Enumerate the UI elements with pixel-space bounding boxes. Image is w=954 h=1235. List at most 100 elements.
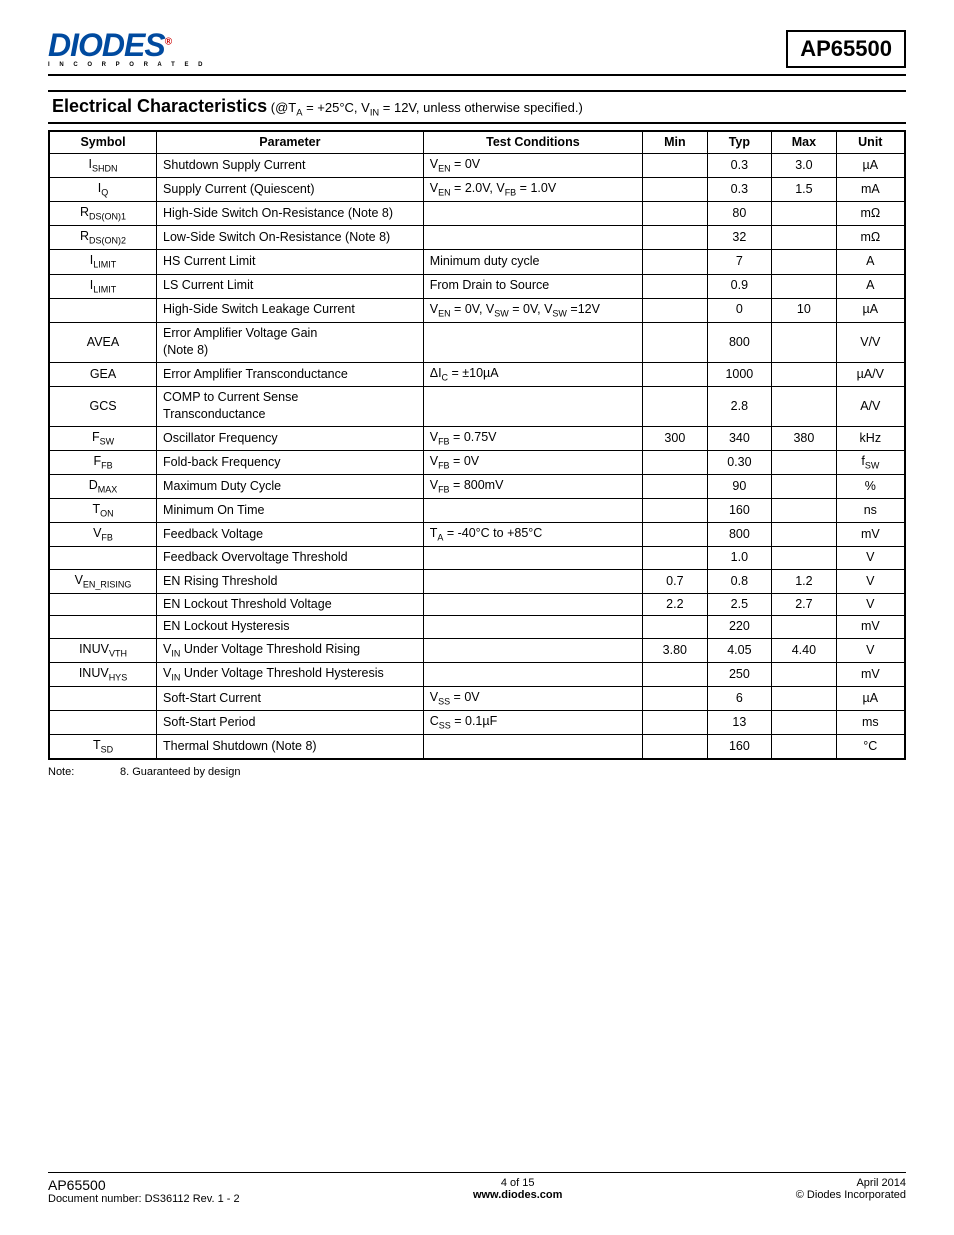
cell-min — [643, 178, 708, 202]
cell-max — [772, 663, 837, 687]
table-row: RDS(ON)2Low-Side Switch On-Resistance (N… — [49, 226, 905, 250]
th-symbol: Symbol — [49, 131, 157, 154]
table-row: Soft-Start CurrentVSS = 0V6µA — [49, 687, 905, 711]
cell-min — [643, 386, 708, 426]
cell-typ: 1.0 — [707, 547, 772, 570]
cell-test: TA = -40°C to +85°C — [423, 523, 642, 547]
table-row: INUVHYSVIN Under Voltage Threshold Hyste… — [49, 663, 905, 687]
cell-min — [643, 711, 708, 735]
cell-typ: 0.3 — [707, 154, 772, 178]
cell-symbol: DMAX — [49, 475, 157, 499]
cell-parameter: Low-Side Switch On-Resistance (Note 8) — [157, 226, 424, 250]
cell-unit: mV — [836, 523, 905, 547]
th-min: Min — [643, 131, 708, 154]
cell-min — [643, 735, 708, 760]
spec-table: Symbol Parameter Test Conditions Min Typ… — [48, 130, 906, 761]
footer-page: 4 of 15 — [240, 1177, 796, 1189]
cell-symbol: GEA — [49, 362, 157, 386]
cell-unit: mA — [836, 178, 905, 202]
table-row: Soft-Start PeriodCSS = 0.1µF13ms — [49, 711, 905, 735]
cell-min: 3.80 — [643, 638, 708, 662]
th-max: Max — [772, 131, 837, 154]
cell-typ: 0.30 — [707, 450, 772, 474]
cell-min — [643, 154, 708, 178]
cell-max — [772, 322, 837, 362]
cell-min — [643, 362, 708, 386]
cell-symbol: ISHDN — [49, 154, 157, 178]
cell-max: 1.5 — [772, 178, 837, 202]
table-row: GCSCOMP to Current SenseTransconductance… — [49, 386, 905, 426]
cell-parameter: High-Side Switch On-Resistance (Note 8) — [157, 202, 424, 226]
cell-unit: V — [836, 638, 905, 662]
cell-unit: µA — [836, 298, 905, 322]
cell-symbol: FFB — [49, 450, 157, 474]
cell-max — [772, 687, 837, 711]
cell-test: ΔIC = ±10µA — [423, 362, 642, 386]
cell-unit: µA — [836, 154, 905, 178]
cell-typ: 160 — [707, 735, 772, 760]
cell-test: From Drain to Source — [423, 274, 642, 298]
cell-unit: ns — [836, 499, 905, 523]
cell-max — [772, 386, 837, 426]
table-row: FSWOscillator FrequencyVFB = 0.75V300340… — [49, 426, 905, 450]
cell-unit: fSW — [836, 450, 905, 474]
cell-parameter: EN Lockout Hysteresis — [157, 616, 424, 639]
cell-typ: 340 — [707, 426, 772, 450]
cell-max — [772, 250, 837, 274]
cell-unit: °C — [836, 735, 905, 760]
cell-test — [423, 735, 642, 760]
cell-max — [772, 475, 837, 499]
cell-symbol: RDS(ON)2 — [49, 226, 157, 250]
cell-unit: ms — [836, 711, 905, 735]
cell-test: VFB = 800mV — [423, 475, 642, 499]
cell-symbol: RDS(ON)1 — [49, 202, 157, 226]
cell-unit: V — [836, 569, 905, 593]
page-header: DIODES® I N C O R P O R A T E D AP65500 — [48, 30, 906, 76]
cell-max — [772, 362, 837, 386]
table-row: High-Side Switch Leakage CurrentVEN = 0V… — [49, 298, 905, 322]
cell-symbol — [49, 298, 157, 322]
cell-symbol: VFB — [49, 523, 157, 547]
cell-symbol: AVEA — [49, 322, 157, 362]
table-row: TONMinimum On Time160ns — [49, 499, 905, 523]
cell-test — [423, 499, 642, 523]
cell-min — [643, 499, 708, 523]
table-row: ISHDNShutdown Supply CurrentVEN = 0V0.33… — [49, 154, 905, 178]
logo-text: DIODES — [48, 27, 165, 63]
cell-min: 2.2 — [643, 593, 708, 616]
cell-typ: 2.8 — [707, 386, 772, 426]
part-number-box: AP65500 — [786, 30, 906, 68]
cell-test — [423, 386, 642, 426]
cell-parameter: Feedback Overvoltage Threshold — [157, 547, 424, 570]
cell-max: 380 — [772, 426, 837, 450]
cell-unit: A/V — [836, 386, 905, 426]
cell-symbol: ILIMIT — [49, 250, 157, 274]
cell-max — [772, 202, 837, 226]
cell-symbol: VEN_RISING — [49, 569, 157, 593]
cell-parameter: Maximum Duty Cycle — [157, 475, 424, 499]
cell-unit: A — [836, 250, 905, 274]
cell-max — [772, 616, 837, 639]
cell-max — [772, 226, 837, 250]
table-row: INUVVTHVIN Under Voltage Threshold Risin… — [49, 638, 905, 662]
cell-min — [643, 450, 708, 474]
cell-unit: µA/V — [836, 362, 905, 386]
note-text: 8. Guaranteed by design — [120, 766, 240, 778]
note-label: Note: — [48, 766, 120, 778]
cell-test — [423, 322, 642, 362]
cell-symbol — [49, 687, 157, 711]
cell-typ: 160 — [707, 499, 772, 523]
cell-symbol — [49, 616, 157, 639]
cell-min: 300 — [643, 426, 708, 450]
th-parameter: Parameter — [157, 131, 424, 154]
cell-test — [423, 226, 642, 250]
cell-test — [423, 616, 642, 639]
cell-unit: mΩ — [836, 226, 905, 250]
cell-min — [643, 202, 708, 226]
cell-test — [423, 547, 642, 570]
cell-min — [643, 687, 708, 711]
footer-copyright: © Diodes Incorporated — [796, 1189, 906, 1201]
logo: DIODES® I N C O R P O R A T E D — [48, 31, 206, 68]
cell-min — [643, 274, 708, 298]
cell-parameter: Supply Current (Quiescent) — [157, 178, 424, 202]
